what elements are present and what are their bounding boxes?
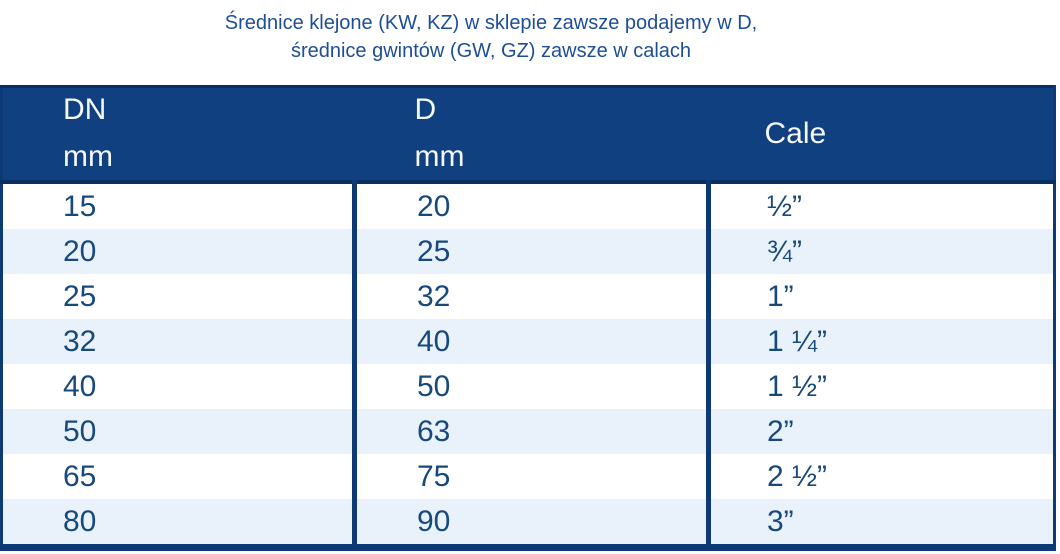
table-row: 20 25 ¾” (1, 228, 1055, 274)
dn-cell: 50 (63, 414, 97, 448)
col-header-dn-label: DN (63, 93, 107, 127)
col-header-dn: DN mm (1, 86, 355, 184)
table-row: 25 32 1” (2, 273, 1055, 319)
dn-cell: 65 (63, 459, 97, 493)
cale-cell: 1 ½” (706, 363, 1055, 409)
dn-cell: 80 (63, 504, 97, 538)
d-cell: 90 (352, 498, 709, 547)
dn-cell: 25 (63, 279, 97, 313)
page-title: Średnice klejone (KW, KZ) w sklepie zaws… (0, 0, 1060, 65)
d-cell: 63 (352, 408, 709, 454)
table-row: 50 63 2” (1, 408, 1055, 454)
col-header-d-label: D (414, 93, 437, 127)
cale-cell: 1 ¼” (706, 318, 1055, 364)
table-row: 40 50 1 ½” (2, 363, 1055, 409)
col-header-cale: Cale (708, 86, 1055, 184)
cale-cell: 3” (706, 498, 1055, 547)
table-row: 32 40 1 ¼” (1, 318, 1055, 364)
diameter-conversion-table: DN mm D mm Cale 15 20 ½” 20 25 ¾” (0, 85, 1056, 551)
d-cell: 40 (352, 318, 709, 364)
page-title-line1: Średnice klejone (KW, KZ) w sklepie zaws… (224, 12, 758, 34)
dn-cell: 32 (63, 324, 97, 358)
d-cell: 75 (352, 453, 709, 499)
cale-cell: ¾” (706, 228, 1055, 274)
col-header-cale-label: Cale (764, 116, 827, 150)
dn-cell: 40 (63, 369, 97, 403)
d-cell: 25 (352, 228, 709, 274)
d-cell: 20 (352, 181, 709, 229)
table-row: 65 75 2 ½” (2, 453, 1055, 499)
table-row: 15 20 ½” (2, 181, 1055, 229)
col-header-d-unit: mm (414, 140, 465, 174)
col-header-dn-unit: mm (63, 140, 113, 174)
col-header-d: D mm (354, 86, 709, 184)
header-row: DN mm D mm Cale (1, 86, 1055, 184)
dn-cell: 20 (63, 234, 97, 268)
cale-cell: 1” (706, 273, 1055, 319)
table-row: 80 90 3” (1, 498, 1055, 547)
d-cell: 32 (352, 273, 709, 319)
d-cell: 50 (352, 363, 709, 409)
page-title-line2: średnice gwintów (GW, GZ) zawsze w calac… (290, 40, 692, 62)
dn-cell: 15 (63, 189, 97, 223)
cale-cell: 2” (706, 408, 1055, 454)
cale-cell: 2 ½” (706, 453, 1055, 499)
cale-cell: ½” (706, 181, 1055, 229)
